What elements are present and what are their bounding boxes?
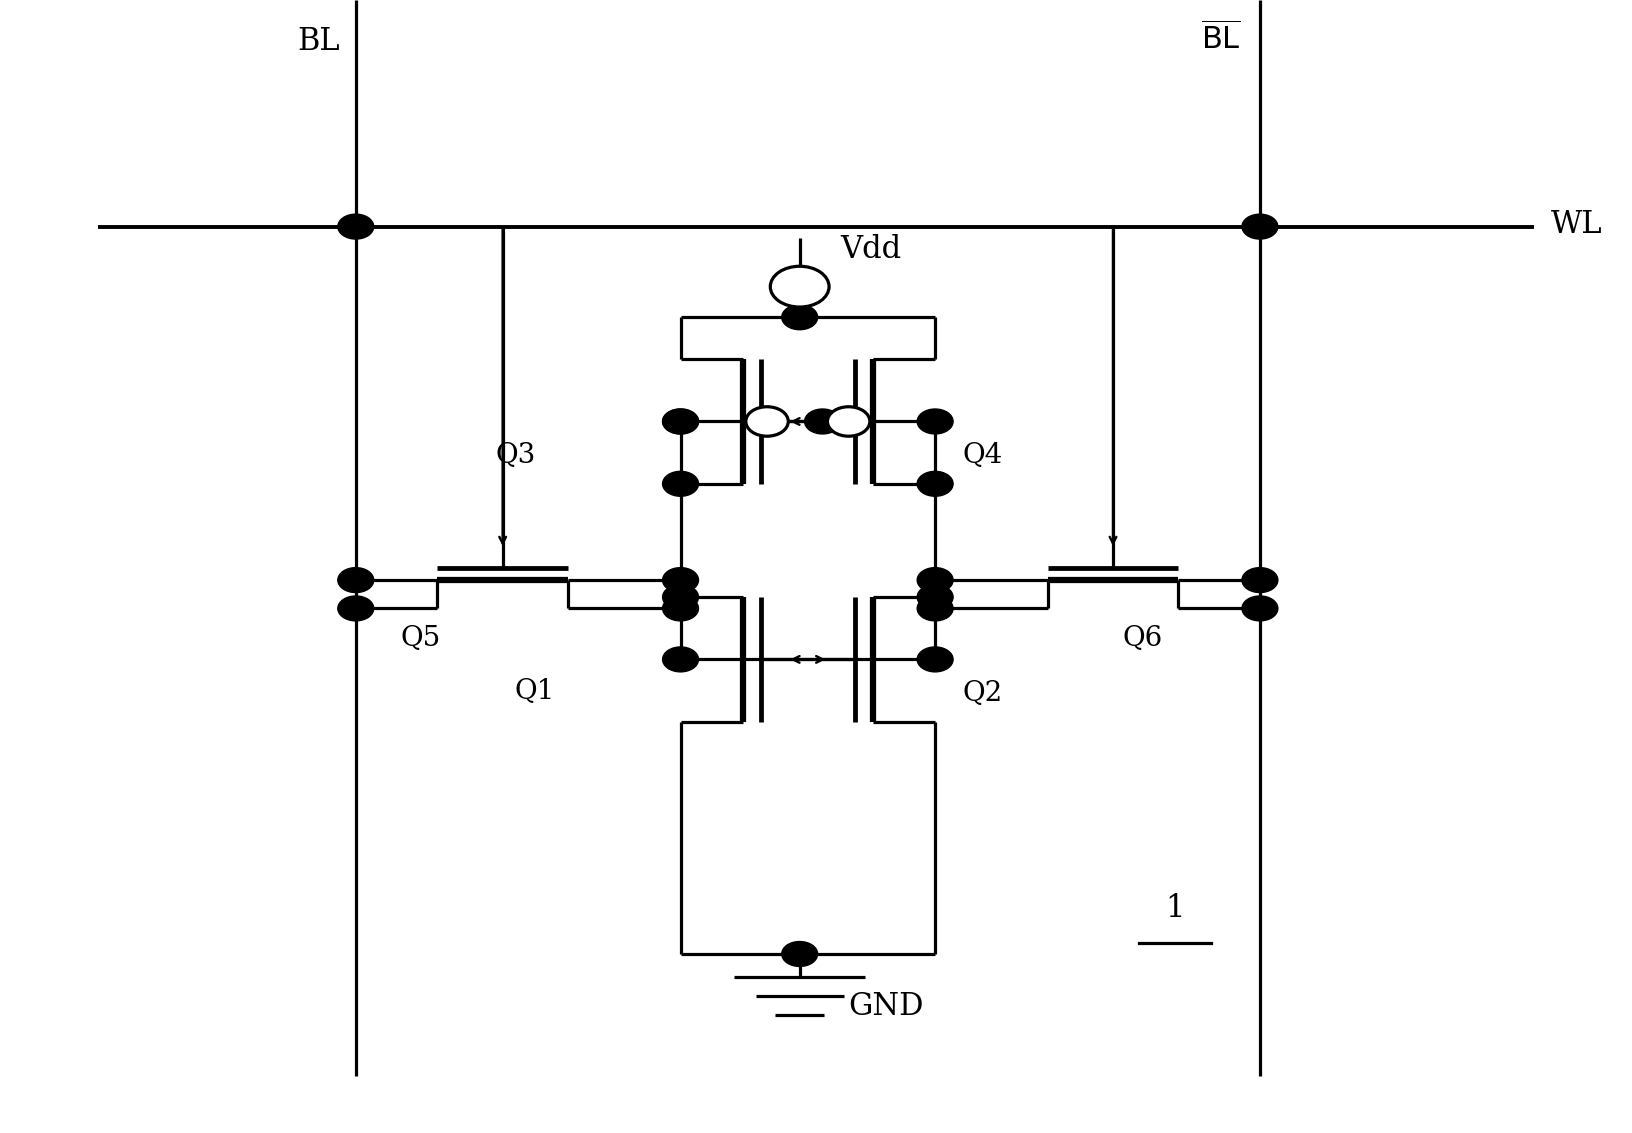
Circle shape (917, 471, 953, 496)
Circle shape (338, 568, 374, 593)
Text: Q4: Q4 (963, 442, 1004, 469)
Circle shape (770, 266, 829, 307)
Circle shape (917, 568, 953, 593)
Circle shape (663, 409, 698, 434)
Circle shape (663, 568, 698, 593)
Text: WL: WL (1550, 208, 1603, 240)
Text: Vdd: Vdd (840, 233, 901, 265)
Circle shape (1242, 214, 1278, 239)
Circle shape (827, 407, 870, 436)
Circle shape (917, 409, 953, 434)
Text: GND: GND (849, 990, 924, 1022)
Circle shape (782, 305, 818, 330)
Text: Q6: Q6 (1123, 625, 1162, 653)
Circle shape (663, 596, 698, 621)
Circle shape (663, 409, 698, 434)
Circle shape (805, 409, 840, 434)
Circle shape (917, 647, 953, 672)
Circle shape (917, 585, 953, 610)
Circle shape (338, 214, 374, 239)
Circle shape (1242, 568, 1278, 593)
Circle shape (663, 471, 698, 496)
Circle shape (663, 647, 698, 672)
Circle shape (917, 596, 953, 621)
Text: 1: 1 (1165, 893, 1185, 925)
Text: Q3: Q3 (494, 442, 535, 469)
Circle shape (746, 407, 788, 436)
Circle shape (782, 942, 818, 966)
Text: Q1: Q1 (514, 678, 555, 705)
Circle shape (663, 585, 698, 610)
Text: $\overline{\mathrm{BL}}$: $\overline{\mathrm{BL}}$ (1201, 23, 1240, 57)
Circle shape (1242, 596, 1278, 621)
Circle shape (338, 596, 374, 621)
Text: BL: BL (297, 26, 339, 57)
Text: Q2: Q2 (963, 680, 1004, 707)
Text: Q5: Q5 (401, 625, 441, 653)
